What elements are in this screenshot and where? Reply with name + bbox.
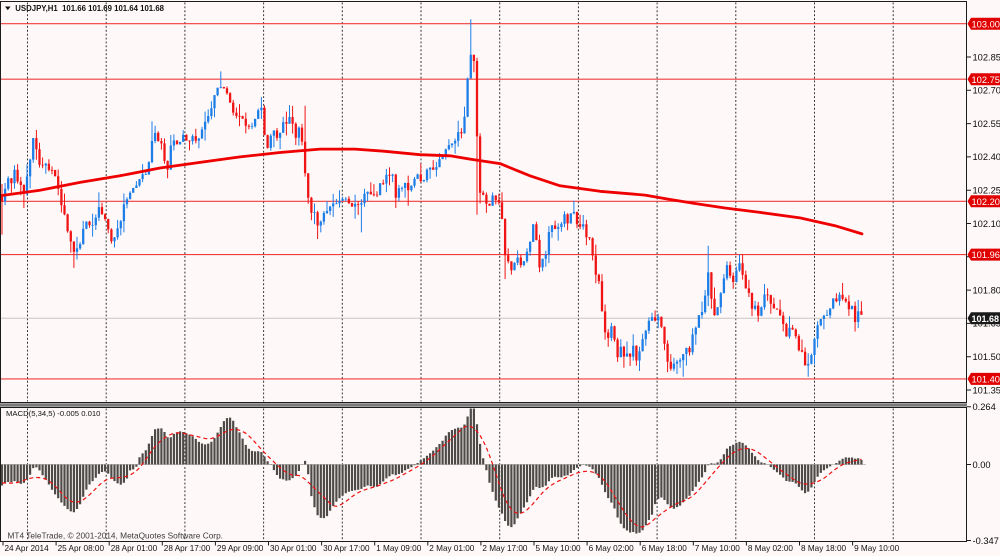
svg-text:28 Apr 17:00: 28 Apr 17:00 [164, 544, 211, 553]
svg-text:101.40: 101.40 [972, 375, 1000, 385]
svg-text:5 May 10:00: 5 May 10:00 [536, 544, 582, 553]
svg-text:-0.347: -0.347 [973, 536, 999, 546]
svg-text:102.85: 102.85 [973, 52, 1000, 62]
svg-text:30 Apr 01:00: 30 Apr 01:00 [270, 544, 317, 553]
svg-text:2 May 01:00: 2 May 01:00 [429, 544, 475, 553]
svg-text:6 May 02:00: 6 May 02:00 [589, 544, 635, 553]
svg-text:102.75: 102.75 [972, 75, 1000, 85]
svg-text:102.20: 102.20 [972, 197, 1000, 207]
svg-text:102.70: 102.70 [973, 86, 1000, 96]
svg-text:102.40: 102.40 [973, 152, 1000, 162]
svg-text:102.10: 102.10 [973, 219, 1000, 229]
svg-text:102.25: 102.25 [973, 186, 1000, 196]
svg-text:8 May 18:00: 8 May 18:00 [801, 544, 847, 553]
svg-text:0.00: 0.00 [973, 460, 991, 470]
svg-text:29 Apr 09:00: 29 Apr 09:00 [217, 544, 264, 553]
svg-text:MT4 TeleTrade, © 2001-2014, Me: MT4 TeleTrade, © 2001-2014, MetaQuotes S… [8, 531, 224, 541]
svg-text:25 Apr 08:00: 25 Apr 08:00 [58, 544, 105, 553]
svg-text:103.00: 103.00 [972, 19, 1000, 29]
svg-text:102.55: 102.55 [973, 119, 1000, 129]
svg-text:8 May 02:00: 8 May 02:00 [748, 544, 794, 553]
svg-text:101.50: 101.50 [973, 352, 1000, 362]
svg-text:30 Apr 17:00: 30 Apr 17:00 [323, 544, 370, 553]
svg-text:9 May 10:00: 9 May 10:00 [854, 544, 900, 553]
svg-text:28 Apr 01:00: 28 Apr 01:00 [111, 544, 158, 553]
svg-text:24 Apr 2014: 24 Apr 2014 [5, 544, 50, 553]
svg-text:7 May 10:00: 7 May 10:00 [695, 544, 741, 553]
svg-text:101.96: 101.96 [972, 250, 1000, 260]
svg-text:6 May 18:00: 6 May 18:00 [642, 544, 688, 553]
svg-text:USDJPY,H1 101.66 101.69 101.6: USDJPY,H1 101.66 101.69 101.64 101.68 [15, 4, 164, 13]
svg-text:101.80: 101.80 [973, 285, 1000, 295]
svg-text:101.68: 101.68 [972, 314, 1000, 324]
svg-text:2 May 17:00: 2 May 17:00 [482, 544, 528, 553]
svg-text:MACD(5,34,5) -0.005 0.010: MACD(5,34,5) -0.005 0.010 [6, 409, 100, 418]
svg-text:101.35: 101.35 [973, 385, 1000, 395]
svg-text:1 May 09:00: 1 May 09:00 [376, 544, 422, 553]
svg-text:0.264: 0.264 [973, 402, 996, 412]
